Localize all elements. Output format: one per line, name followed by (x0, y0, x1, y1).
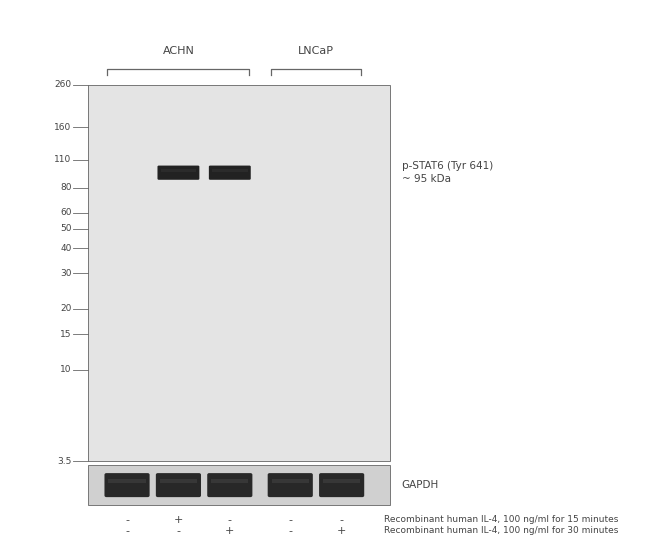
Bar (161, 169, 196, 172)
FancyBboxPatch shape (207, 473, 252, 497)
Text: Recombinant human IL-4, 100 ng/ml for 15 minutes: Recombinant human IL-4, 100 ng/ml for 15… (384, 515, 618, 524)
Text: 20: 20 (60, 305, 72, 313)
Text: 15: 15 (60, 330, 72, 339)
Bar (160, 479, 197, 483)
Bar (212, 169, 248, 172)
FancyBboxPatch shape (156, 473, 201, 497)
Bar (88, 465, 390, 505)
Text: LNCaP: LNCaP (298, 46, 334, 56)
Text: +: + (174, 515, 183, 525)
Text: 260: 260 (55, 80, 72, 89)
Bar (272, 479, 309, 483)
Text: -: - (125, 526, 129, 536)
Text: ACHN: ACHN (162, 46, 194, 56)
Text: -: - (125, 515, 129, 525)
Text: -: - (227, 515, 232, 525)
FancyBboxPatch shape (209, 165, 251, 180)
Bar (323, 479, 360, 483)
Text: -: - (288, 526, 292, 536)
Text: 3.5: 3.5 (57, 457, 72, 466)
Text: 60: 60 (60, 209, 72, 217)
Text: +: + (225, 526, 235, 536)
Bar (88, 85, 390, 461)
FancyBboxPatch shape (268, 473, 313, 497)
Text: 50: 50 (60, 224, 72, 233)
Text: 160: 160 (54, 123, 72, 132)
Text: 10: 10 (60, 365, 72, 374)
Text: 40: 40 (60, 244, 72, 253)
Text: ~ 95 kDa: ~ 95 kDa (402, 174, 450, 184)
Text: Recombinant human IL-4, 100 ng/ml for 30 minutes: Recombinant human IL-4, 100 ng/ml for 30… (384, 526, 618, 535)
Text: -: - (176, 526, 181, 536)
Text: 30: 30 (60, 269, 72, 278)
FancyBboxPatch shape (105, 473, 150, 497)
Text: -: - (288, 515, 292, 525)
Text: p-STAT6 (Tyr 641): p-STAT6 (Tyr 641) (402, 161, 493, 171)
FancyBboxPatch shape (157, 165, 200, 180)
Bar (211, 479, 248, 483)
Text: 110: 110 (54, 156, 72, 164)
FancyBboxPatch shape (319, 473, 364, 497)
Text: +: + (337, 526, 346, 536)
Text: -: - (340, 515, 344, 525)
Text: 80: 80 (60, 183, 72, 192)
Bar (109, 479, 146, 483)
Text: GAPDH: GAPDH (402, 480, 439, 490)
